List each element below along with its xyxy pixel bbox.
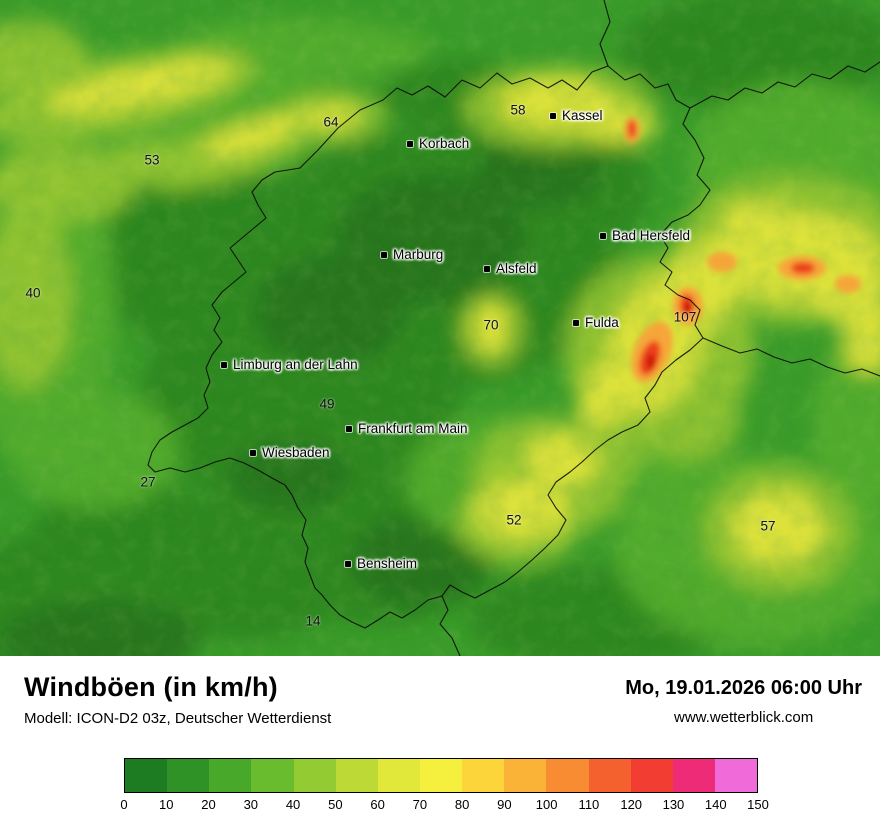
city-label: Fulda: [585, 315, 619, 330]
legend-tick-50: 50: [328, 797, 343, 812]
legend-segment-9: [504, 759, 547, 792]
city-label: Wiesbaden: [262, 445, 330, 460]
legend-segment-7: [419, 759, 463, 792]
legend-tick-labels: 0 10 20 30 40 50 60 70 80 90 100 110 120 130 140 150: [120, 797, 768, 815]
legend-segment-1: [167, 759, 210, 792]
city-label: Bad Hersfeld: [612, 228, 691, 243]
legend-tick-130: 130: [662, 797, 685, 812]
legend-tick-100: 100: [535, 797, 558, 812]
map-title: Windböen (in km/h): [24, 672, 278, 702]
legend-tick-60: 60: [370, 797, 385, 812]
wind-gust-value-57: 57: [760, 518, 776, 534]
footer-info-row: Windböen (in km/h) Modell: ICON-D2 03z, …: [0, 656, 880, 727]
legend-tick-10: 10: [159, 797, 174, 812]
legend-tick-40: 40: [285, 797, 301, 812]
wind-gust-value-40: 40: [25, 285, 41, 301]
legend-tick-120: 120: [620, 797, 643, 812]
legend-tick-140: 140: [704, 797, 727, 812]
city-dot: [221, 362, 227, 368]
legend-tick-110: 110: [578, 797, 600, 812]
legend-segment-2: [209, 759, 252, 792]
legend-segment-13: [672, 759, 715, 792]
legend-segment-10: [546, 759, 589, 792]
city-dot: [250, 450, 256, 456]
wind-gust-value-14: 14: [305, 613, 321, 629]
color-scale-legend: 0 10 20 30 40 50 60 70 80 90 100 110 120 130 140 150: [120, 758, 769, 815]
wind-gust-value-53: 53: [144, 152, 160, 168]
city-label: Marburg: [393, 247, 444, 262]
forecast-datetime: Mo, 19.01.2026 06:00 Uhr: [625, 677, 862, 699]
city-dot: [550, 113, 556, 119]
city-label: Limburg an der Lahn: [233, 357, 358, 372]
map-footer: Windböen (in km/h) Modell: ICON-D2 03z, …: [0, 656, 880, 830]
city-dot: [407, 141, 413, 147]
city-label: Alsfeld: [496, 261, 537, 276]
datetime-block: Mo, 19.01.2026 06:00 Uhr www.wetterblick…: [625, 672, 862, 726]
city-label: Kassel: [562, 108, 603, 123]
wind-gust-value-49: 49: [319, 396, 335, 412]
city-label: Korbach: [419, 136, 470, 151]
legend-segment-12: [630, 759, 673, 792]
title-block: Windböen (in km/h) Modell: ICON-D2 03z, …: [24, 672, 331, 727]
legend-tick-150: 150: [747, 797, 769, 812]
city-dot: [484, 266, 490, 272]
city-label: Frankfurt am Main: [358, 421, 468, 436]
legend-segment-8: [462, 759, 505, 792]
legend-tick-30: 30: [243, 797, 259, 812]
state-borders: [147, 0, 880, 656]
legend-color-bar: [124, 758, 758, 793]
city-dot: [573, 320, 579, 326]
wind-gust-value-27: 27: [140, 474, 156, 490]
legend-tick-80: 80: [454, 797, 470, 812]
wind-gust-value-64: 64: [323, 114, 339, 130]
city-dot: [381, 252, 387, 258]
legend-segment-14: [714, 759, 758, 792]
model-info: Modell: ICON-D2 03z, Deutscher Wetterdie…: [24, 710, 332, 727]
legend-segment-4: [293, 759, 336, 792]
legend-segment-6: [377, 759, 420, 792]
wind-gust-value-58: 58: [510, 102, 526, 118]
legend-segment-11: [588, 759, 631, 792]
legend-segment-5: [335, 759, 378, 792]
website-text: www.wetterblick.com: [674, 709, 814, 726]
legend-tick-20: 20: [201, 797, 216, 812]
legend-tick-0: 0: [120, 797, 128, 812]
legend-segment-0: [125, 759, 168, 792]
city-dot: [345, 561, 351, 567]
wind-gust-value-107: 107: [673, 309, 697, 325]
wind-gust-map: Kassel Korbach Marburg Alsfeld Bad Hersfeld F…: [0, 0, 880, 656]
legend-segment-3: [251, 759, 294, 792]
city-label: Bensheim: [357, 556, 418, 571]
legend-tick-90: 90: [497, 797, 512, 812]
legend-tick-70: 70: [412, 797, 428, 812]
city-dot: [600, 233, 606, 239]
wind-gust-value-70: 70: [483, 317, 499, 333]
wind-gust-value-52: 52: [506, 512, 522, 528]
city-dot: [346, 426, 352, 432]
map-graphic: [0, 0, 880, 656]
